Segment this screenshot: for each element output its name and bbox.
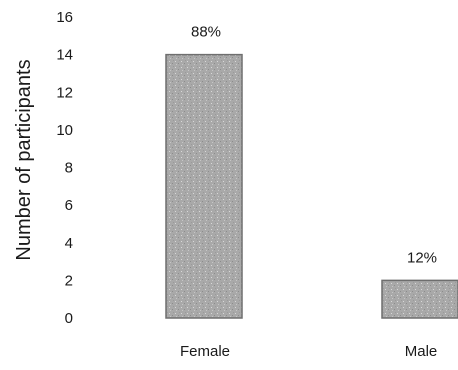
y-tick-label: 2 — [65, 272, 73, 289]
category-label-female: Female — [180, 343, 230, 360]
data-labels: 88% 12% — [191, 24, 437, 267]
y-tick-label: 8 — [65, 160, 73, 177]
bar-female — [165, 53, 243, 319]
data-label-female: 88% — [191, 24, 221, 41]
category-labels: Female Male — [180, 343, 437, 360]
y-tick-label: 12 — [56, 84, 73, 101]
data-label-male: 12% — [407, 249, 437, 266]
y-axis-title: Number of participants — [13, 59, 35, 260]
y-tick-label: 4 — [65, 235, 73, 252]
y-tick-label: 14 — [56, 47, 73, 64]
y-tick-label: 10 — [56, 122, 73, 139]
y-tick-label: 6 — [65, 197, 73, 214]
bars — [165, 53, 458, 319]
category-label-male: Male — [405, 343, 438, 360]
bar-male — [381, 279, 458, 319]
y-tick-label: 0 — [65, 310, 73, 327]
y-tick-label: 16 — [56, 9, 73, 26]
y-axis-ticks: 0 2 4 6 8 10 12 14 16 — [56, 9, 73, 327]
